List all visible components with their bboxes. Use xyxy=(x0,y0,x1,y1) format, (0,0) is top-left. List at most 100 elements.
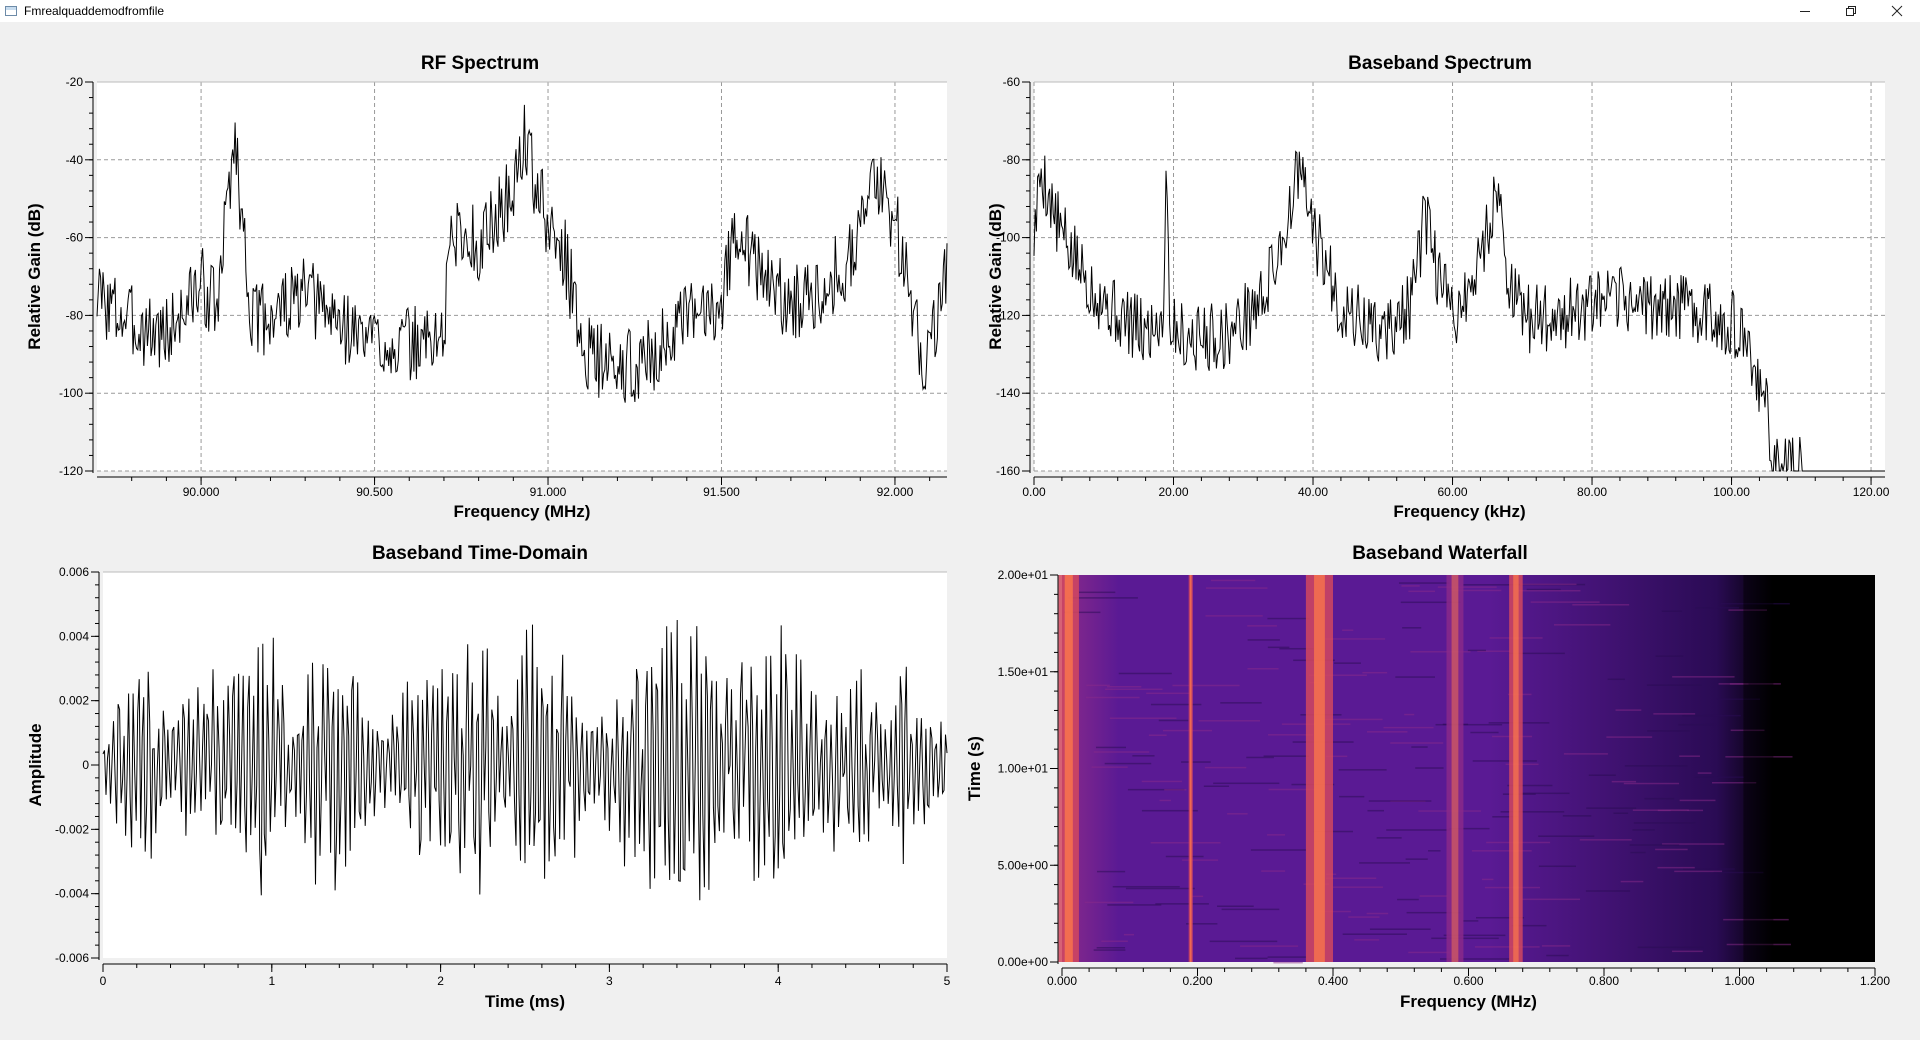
waterfall-speckle xyxy=(1273,961,1303,964)
waterfall-speckle xyxy=(1240,945,1299,947)
waterfall-speckle xyxy=(1624,765,1688,767)
y-tick-label: -20 xyxy=(66,75,84,89)
waterfall-speckle xyxy=(1125,887,1195,890)
waterfall-speckle xyxy=(1068,597,1138,599)
waterfall-speckle xyxy=(1439,958,1510,960)
waterfall-speckle xyxy=(1679,755,1700,757)
waterfall-speckle xyxy=(1507,784,1553,787)
x-axis-label: Frequency (MHz) xyxy=(454,502,591,521)
window-title: Fmrealquaddemodfromfile xyxy=(24,4,165,18)
waterfall-speckle xyxy=(1390,742,1444,744)
rf-spectrum-plot[interactable]: 90.000 90.500 91.000 91.500 92.000 -120 -100 -8… xyxy=(0,40,960,530)
window-controls xyxy=(1782,0,1920,22)
waterfall-speckle xyxy=(1321,638,1386,640)
waterfall-speckle xyxy=(1101,940,1128,942)
waterfall-speckle xyxy=(1267,617,1310,620)
waterfall-speckle xyxy=(1588,774,1616,776)
waterfall-speckle xyxy=(1172,684,1240,687)
waterfall-speckle xyxy=(1182,859,1219,861)
waterfall-speckle xyxy=(1397,898,1419,901)
title-bar[interactable]: Fmrealquaddemodfromfile xyxy=(0,0,1920,22)
baseband-waterfall-plot[interactable]: 0.000 0.200 0.400 0.600 0.800 1.000 1.200 0.00e… xyxy=(960,535,1920,1035)
waterfall-speckle xyxy=(1165,855,1204,858)
waterfall-speckle xyxy=(1261,870,1286,872)
waterfall-speckle xyxy=(1247,625,1277,627)
waterfall-speckle xyxy=(1519,583,1577,586)
waterfall-speckle xyxy=(1694,776,1744,778)
waterfall-speckle xyxy=(1309,674,1367,677)
waterfall-speckle xyxy=(1096,870,1126,873)
waterfall-speckle xyxy=(1338,769,1387,771)
waterfall-speckle xyxy=(1342,629,1354,631)
y-tick-label: 0.006 xyxy=(59,565,89,579)
baseband-time-domain-plot[interactable]: 0 1 2 3 4 5 -0.006 -0.004 -0.002 0 0.002 0.004 0.006… xyxy=(0,535,960,1035)
waterfall-speckle xyxy=(1683,868,1735,870)
waterfall-speckle xyxy=(1730,729,1765,732)
waterfall-speckle xyxy=(1655,848,1688,851)
y-tick-label: -0.006 xyxy=(55,951,89,965)
waterfall-speckle xyxy=(1267,646,1290,649)
waterfall-speckle xyxy=(1209,940,1278,943)
waterfall-speckle xyxy=(1398,582,1450,584)
waterfall-speckle xyxy=(1279,647,1314,650)
baseband-spectrum-plot[interactable]: 0.00 20.00 40.00 60.00 80.00 100.00 120.00 -160… xyxy=(960,40,1920,530)
waterfall-speckle xyxy=(1220,702,1262,704)
x-tick-label: 1.000 xyxy=(1724,974,1754,988)
baseband-time-domain-panel: Baseband Time-Domain 0 1 2 3 4 5 -0.006 -0.004 -… xyxy=(0,535,960,1035)
waterfall-speckle xyxy=(1235,957,1268,960)
waterfall-speckle xyxy=(1141,809,1198,812)
waterfall-speckle xyxy=(1366,731,1408,733)
y-tick-label: 5.00e+00 xyxy=(998,858,1049,872)
waterfall-speckle xyxy=(1404,713,1415,716)
baseband-time-domain-title: Baseband Time-Domain xyxy=(371,543,589,564)
waterfall-speckle xyxy=(1205,587,1268,589)
minimize-button[interactable] xyxy=(1782,0,1828,22)
x-tick-label: 90.500 xyxy=(356,485,393,499)
baseband-spectrum-title: Baseband Spectrum xyxy=(1348,53,1532,74)
waterfall-speckle xyxy=(1408,590,1435,593)
waterfall-speckle xyxy=(1247,668,1279,670)
waterfall-speckle xyxy=(1267,956,1307,958)
waterfall-speckle xyxy=(1726,943,1791,946)
waterfall-speckle xyxy=(1084,901,1134,904)
waterfall-speckle xyxy=(1313,830,1354,833)
waterfall-speckle xyxy=(1615,709,1642,711)
minimize-icon xyxy=(1800,11,1810,12)
waterfall-speckle xyxy=(1657,866,1695,869)
waterfall-speckle xyxy=(1448,827,1490,830)
waterfall-speckle xyxy=(1725,756,1793,758)
waterfall-speckle xyxy=(1395,676,1435,678)
y-tick-label: 1.50e+01 xyxy=(998,665,1049,679)
x-tick-label: 91.000 xyxy=(530,485,567,499)
waterfall-speckle xyxy=(1162,729,1213,732)
y-axis-label: Time (s) xyxy=(965,736,984,801)
waterfall-speckle xyxy=(1247,639,1280,641)
x-tick-label: 0.000 xyxy=(1047,974,1077,988)
waterfall-speckle xyxy=(1123,933,1135,936)
waterfall-band-core xyxy=(1064,575,1073,962)
waterfall-speckle xyxy=(1267,734,1314,736)
waterfall-speckle xyxy=(1267,834,1286,836)
restore-icon xyxy=(1846,6,1856,16)
waterfall-speckle xyxy=(1146,692,1191,695)
y-tick-label: -120 xyxy=(59,464,83,478)
y-tick-label: 2.00e+01 xyxy=(998,568,1049,582)
waterfall-band-core xyxy=(1513,575,1519,962)
waterfall-speckle xyxy=(1205,615,1263,617)
waterfall-speckle xyxy=(1408,951,1450,954)
y-axis-label: Relative Gain (dB) xyxy=(25,203,44,349)
close-button[interactable] xyxy=(1874,0,1920,22)
waterfall-speckle xyxy=(1633,822,1696,824)
waterfall-speckle xyxy=(1463,920,1479,922)
waterfall-speckle xyxy=(1093,949,1126,951)
waterfall-speckle xyxy=(1632,829,1655,831)
waterfall-speckle xyxy=(1443,934,1506,937)
restore-button[interactable] xyxy=(1828,0,1874,22)
y-tick-label: -100 xyxy=(996,231,1020,245)
waterfall-speckle xyxy=(1711,781,1757,784)
waterfall-speckle xyxy=(1325,755,1348,758)
waterfall-speckle xyxy=(1477,650,1511,652)
waterfall-speckle xyxy=(1250,849,1307,851)
x-tick-label: 20.00 xyxy=(1158,485,1188,499)
y-tick-label: -100 xyxy=(59,386,83,400)
